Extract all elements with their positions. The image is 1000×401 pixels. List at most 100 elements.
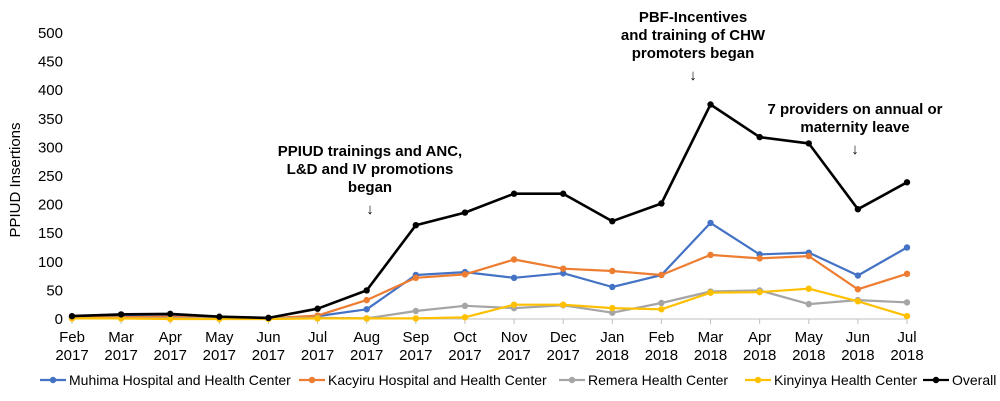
x-tick-label: Feb 2018: [645, 329, 678, 364]
x-tick-label: Dec 2017: [546, 329, 579, 364]
data-point: [903, 179, 911, 186]
y-tick-label: 350: [38, 111, 63, 128]
x-tick-label: May 2017: [203, 329, 236, 364]
data-point: [216, 313, 223, 320]
data-point: [559, 301, 567, 308]
data-point: [363, 306, 370, 313]
legend-entry: Remera Health Center: [559, 372, 728, 388]
data-point: [609, 304, 616, 312]
y-tick-label: 200: [38, 197, 63, 214]
y-tick-label: 400: [38, 82, 63, 99]
legend-label: Kinyinya Health Center: [774, 372, 918, 388]
x-tick-label: Feb 2017: [55, 329, 88, 364]
annotation-1: PPIUD trainings and ANC,L&D and IV promo…: [278, 143, 462, 218]
series-line: [72, 287, 908, 321]
y-tick-label: 450: [38, 54, 63, 71]
data-point: [363, 315, 370, 322]
x-tick-label: Oct 2017: [448, 329, 481, 364]
y-tick-label: 50: [46, 282, 63, 299]
legend-entry: Muhima Hospital and Health Center: [40, 372, 291, 388]
data-point: [805, 252, 812, 260]
x-tick-label: Jul 2018: [890, 329, 923, 364]
y-tick-label: 150: [38, 225, 63, 242]
data-point: [68, 312, 76, 320]
annotation-text: and training of CHW: [621, 27, 766, 44]
series-line: [71, 253, 908, 320]
legend-marker: [308, 376, 316, 384]
data-point: [461, 302, 469, 310]
annotation-arrow: ↓: [689, 67, 697, 84]
data-point: [461, 271, 469, 278]
data-point: [903, 244, 911, 251]
legend-marker: [932, 376, 940, 384]
legend-label: Remera Health Center: [588, 372, 728, 388]
data-point: [658, 200, 665, 207]
data-point: [805, 300, 812, 308]
data-point: [314, 315, 321, 322]
legend-label: Muhima Hospital and Health Center: [69, 372, 291, 388]
data-point: [756, 288, 763, 296]
data-point: [756, 255, 763, 262]
data-point: [756, 133, 763, 141]
data-point: [510, 256, 518, 263]
legend-label: Overall: [952, 372, 996, 388]
data-point: [559, 265, 567, 272]
data-point: [559, 270, 567, 277]
x-tick-label: Mar 2017: [104, 329, 137, 364]
y-tick-label: 500: [38, 25, 63, 42]
annotation-text: L&D and IV promotions: [287, 161, 454, 178]
y-tick-label: 0: [55, 311, 63, 328]
data-point: [658, 299, 665, 307]
data-point: [167, 310, 174, 318]
data-point: [903, 270, 911, 278]
series-4: [68, 285, 911, 323]
legend: Muhima Hospital and Health Center Kacyiru…: [40, 372, 996, 388]
data-point: [363, 287, 370, 294]
series-line: [71, 103, 908, 320]
data-point: [265, 314, 272, 322]
data-point: [854, 205, 862, 213]
legend-label: Kacyiru Hospital and Health Center: [328, 372, 547, 388]
y-axis-label: PPIUD Insertions: [7, 122, 24, 237]
y-tick-label: 100: [38, 254, 63, 271]
data-point: [412, 274, 420, 282]
data-point: [903, 299, 911, 306]
data-point: [412, 221, 420, 229]
legend-marker: [754, 376, 762, 384]
x-tick-label: Jul 2017: [301, 329, 334, 364]
x-tick-label: Apr 2017: [154, 329, 187, 364]
data-point: [707, 101, 714, 108]
x-tick-label: Jan 2018: [596, 329, 629, 364]
annotation-text: promoters began: [632, 45, 755, 62]
data-point: [805, 140, 812, 147]
data-point: [658, 306, 665, 313]
data-point: [461, 314, 469, 321]
data-point: [707, 219, 714, 227]
data-point: [510, 190, 518, 197]
x-tick-label: Jun 2017: [252, 329, 285, 364]
x-tick-label: Mar 2018: [694, 329, 727, 364]
data-point: [609, 217, 616, 225]
data-point: [510, 274, 518, 282]
x-axis: Feb 2017 Mar 2017 Apr 2017 May 2017 Jun 2017 Jul 20…: [55, 318, 924, 364]
legend-marker: [568, 376, 576, 384]
x-tick-label: Sep 2017: [399, 329, 432, 364]
data-point: [167, 315, 174, 323]
data-point: [117, 311, 125, 318]
data-point: [363, 296, 370, 304]
data-point: [854, 272, 862, 279]
annotation-text: began: [348, 179, 392, 196]
x-tick-label: Apr 2018: [743, 329, 776, 364]
data-point: [510, 301, 518, 308]
series-5: [68, 101, 911, 322]
legend-entry: Kinyinya Health Center: [745, 372, 918, 388]
series-line: [71, 221, 908, 320]
annotation-text: 7 providers on annual or: [767, 101, 942, 118]
annotation-arrow: ↓: [366, 201, 374, 218]
data-point: [658, 271, 665, 279]
x-tick-label: Nov 2017: [497, 329, 530, 364]
legend-marker: [49, 376, 57, 384]
annotation-text: PBF-Incentives: [639, 9, 747, 26]
